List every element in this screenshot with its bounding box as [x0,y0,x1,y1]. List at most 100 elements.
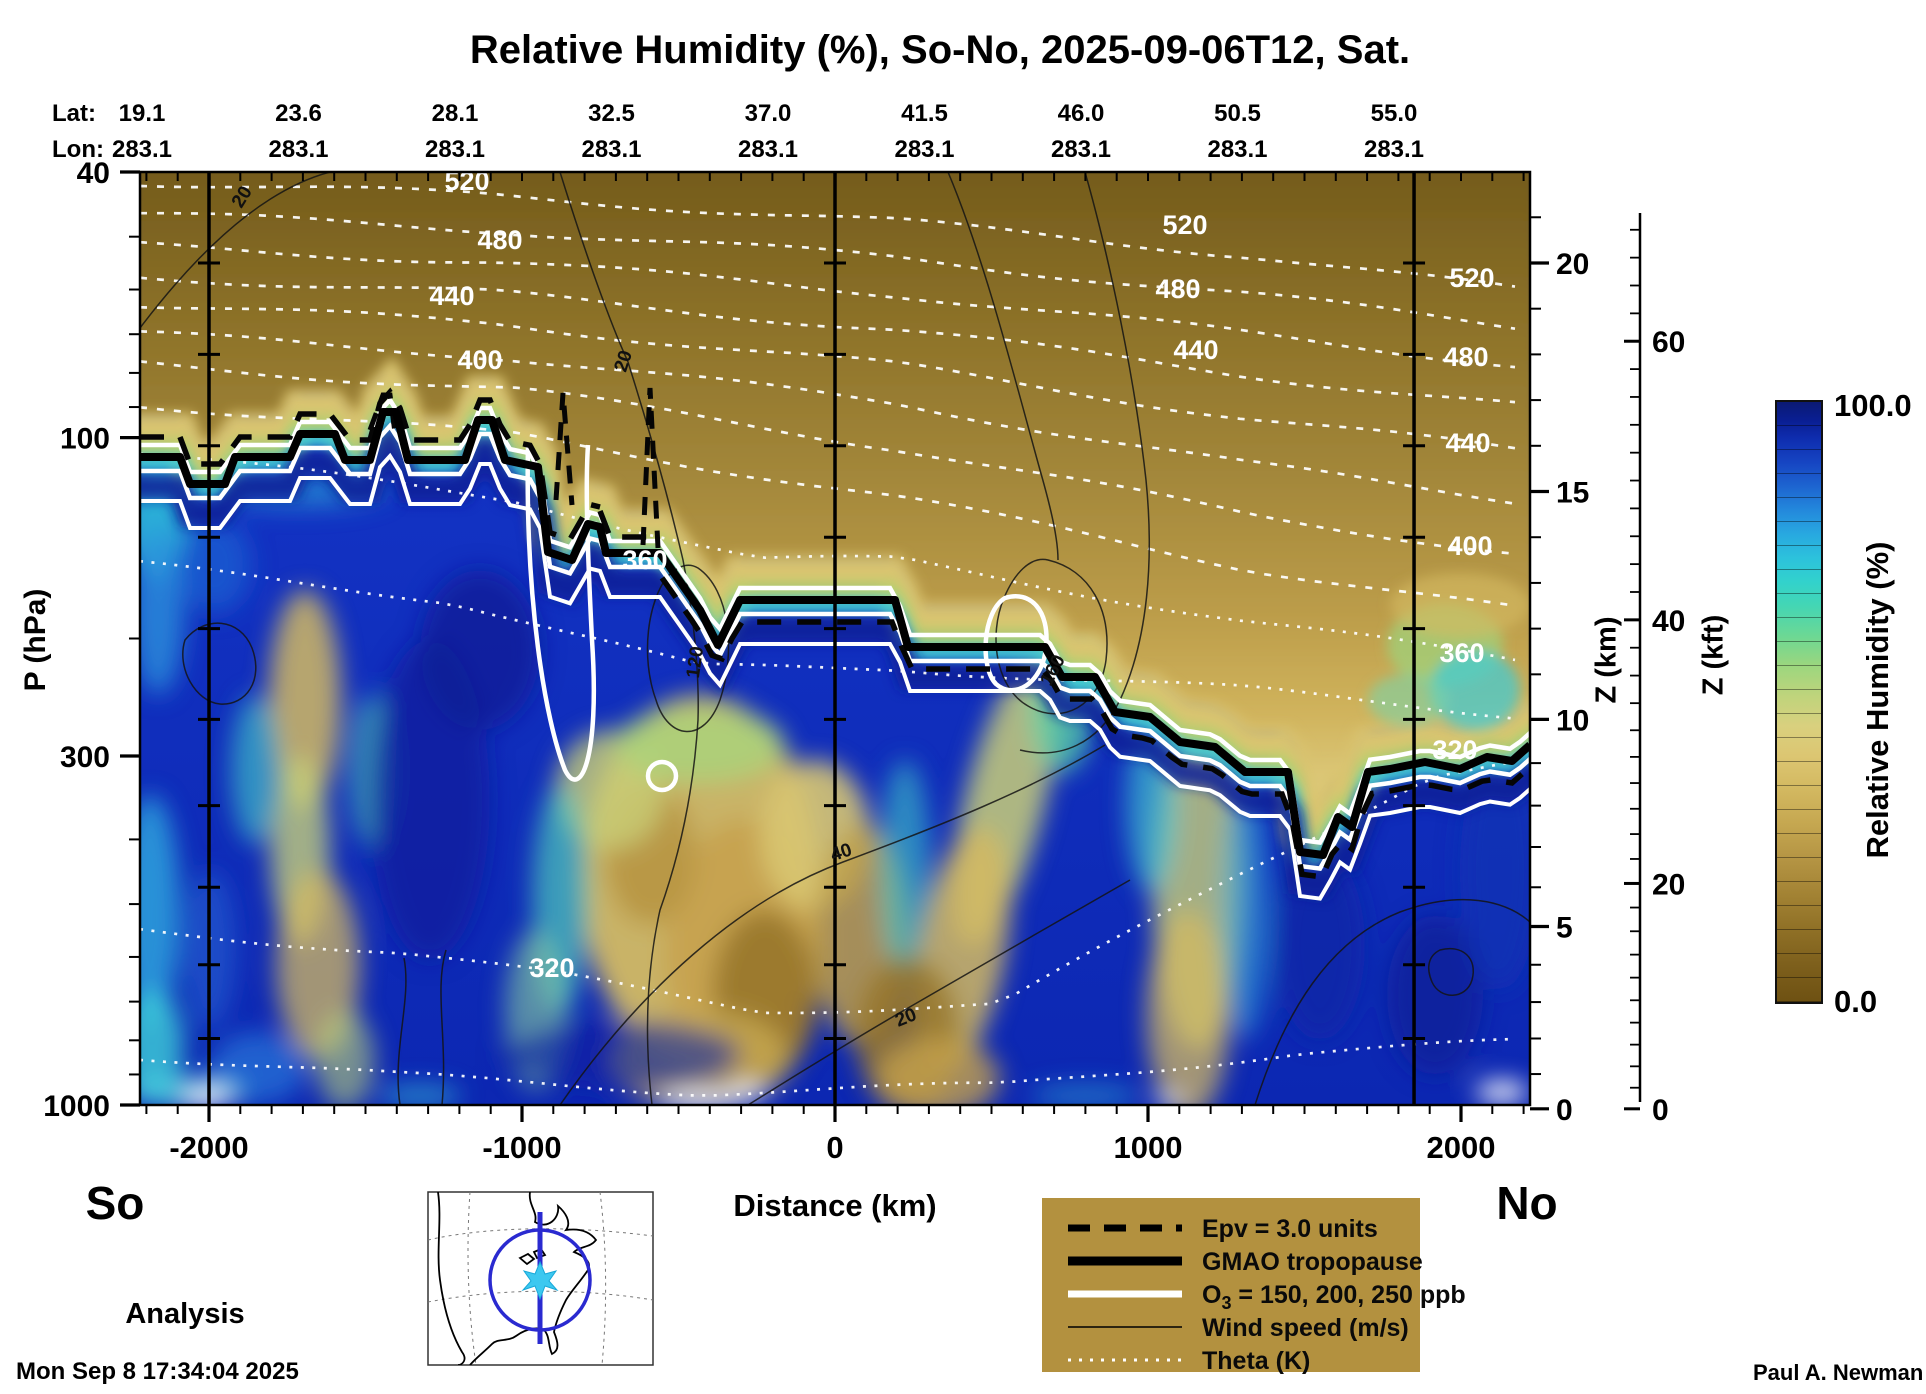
wind-contour [559,172,699,1105]
wind-contour [1254,898,1530,1105]
wind-contour [747,879,1131,1105]
y-tick-label: 40 [77,157,110,190]
lon-tick-row: Lon: 283.1 283.1 283.1 283.1 283.1 283.1 283.1… [0,136,1926,164]
lon-tick-value: 283.1 [737,136,799,163]
epv-dashed-line [140,387,601,543]
lat-tick-value: 19.1 [118,100,166,127]
lat-tick-value: 55.0 [1370,100,1418,127]
map-coastline [469,1192,598,1365]
theta-label: 320 [1432,735,1477,765]
lat-tick-value: 37.0 [744,100,792,127]
lat-tick-value: 28.1 [431,100,479,127]
legend-label: Wind speed (m/s) [1202,1314,1409,1342]
theta-label: 480 [477,225,522,255]
theta-line [140,452,1516,662]
y-axis-title-z-km: Z (km) [1590,616,1623,704]
theta-label: 320 [529,953,574,983]
wind-contour [397,957,407,1105]
y-axis-ticks: 40 100 300 1000 [43,157,140,1123]
wind-contour [1427,947,1474,996]
lon-tick-value: 283.1 [424,136,486,163]
ozone-line [983,594,1049,693]
lat-tick-value: 50.5 [1214,100,1261,127]
lat-tick-row: Lat: 19.1 23.6 28.1 32.5 37.0 41.5 46.0 50.5 55.… [0,100,1926,128]
z-kft-tick-label: 20 [1652,868,1685,901]
analysis-label: Analysis [125,1298,245,1330]
colorbar-max-label: 100.0 [1834,388,1912,423]
lon-tick-value: 283.1 [268,136,329,163]
theta-label: 480 [1155,274,1200,304]
theta-label: 520 [444,166,489,196]
x-axis-title-distance: Distance (km) [733,1188,937,1223]
z-kft-tick-label: 60 [1652,326,1685,359]
theta-line [140,559,1516,720]
y-axis-title-pressure: P (hPa) [19,588,52,692]
x-axis-ticks: -2000 -1000 0 1000 2000 [145,172,1525,1165]
waypoint-lines [198,172,1426,1105]
y-tick-label: 1000 [43,1090,110,1123]
lat-tick-value: 23.6 [275,100,322,127]
legend-label: GMAO tropopause [1202,1248,1423,1276]
theta-label: 360 [622,545,667,575]
theta-label: 480 [1443,342,1488,372]
lon-tick-value: 283.1 [1207,136,1268,163]
y-axis-title-z-kft: Z (kft) [1697,614,1730,696]
theta-label: 520 [1449,263,1494,293]
lon-tick-value: 283.1 [1050,136,1112,163]
plot-field [140,172,1530,1105]
legend-label: Theta (K) [1202,1347,1310,1375]
map-coastline [437,1192,466,1365]
x-tick-label: -2000 [169,1130,248,1165]
lon-axis-label: Lon: [52,136,104,163]
lat-axis-label: Lat: [52,100,96,127]
lon-tick-value: 283.1 [1363,136,1425,163]
z-kft-tick-label: 0 [1652,1094,1669,1127]
wind-contour [440,949,447,1105]
theta-label: 440 [1173,335,1218,365]
legend: Epv = 3.0 units GMAO tropopause O3 = 150, … [1042,1198,1466,1375]
z-kft-axis: 0 20 40 60 [1624,213,1685,1127]
theta-label: 440 [429,281,474,311]
epv-spike [367,392,399,441]
theta-line [140,405,1516,608]
colorbar-min-label: 0.0 [1834,984,1878,1019]
legend-label: O3 = 150, 200, 250 ppb [1202,1281,1466,1313]
x-tick-label: 1000 [1114,1130,1183,1165]
ozone-line [645,759,679,793]
theta-label: 520 [1162,210,1207,240]
wind-contour [140,172,331,329]
theta-label: 400 [1447,531,1492,561]
wind-contour [1019,172,1150,754]
epv-contour [140,387,1524,880]
wind-contour [995,558,1108,715]
theta-label: 360 [1439,638,1484,668]
axes: -2000 -1000 0 1000 2000 40 100 300 1000 0 5 10 15 20 [43,157,1589,1165]
page-title: Relative Humidity (%), So-No, 2025-09-06… [469,28,1411,72]
epv-spike [640,387,661,549]
colorbar [1775,400,1823,1004]
theta-line [140,360,1516,556]
wind-contour [182,622,257,705]
map-location-star [521,1260,559,1301]
z-km-tick-label: 10 [1556,704,1589,737]
wind-contour [947,172,1059,561]
z-km-tick-label: 5 [1556,912,1573,945]
theta-label: 440 [1445,428,1490,458]
map-graticule [428,1228,653,1241]
lon-tick-value: 283.1 [111,136,173,163]
theta-label: 400 [457,345,502,375]
z-km-axis-ticks: 0 5 10 15 20 [1530,216,1589,1127]
wind-speed-contours [140,172,1530,1105]
endpoint-label-south: So [85,1177,145,1229]
lat-tick-value: 32.5 [588,100,635,127]
map-content [428,1192,653,1365]
wind-speed-label: 120 [683,645,708,679]
lat-tick-value: 41.5 [901,100,948,127]
x-tick-label: -1000 [482,1130,561,1165]
x-tick-label: 0 [826,1130,843,1165]
lon-tick-value: 283.1 [894,136,955,163]
z-kft-tick-label: 40 [1652,605,1685,638]
legend-label: Epv = 3.0 units [1202,1215,1378,1243]
ozone-line [525,444,597,782]
